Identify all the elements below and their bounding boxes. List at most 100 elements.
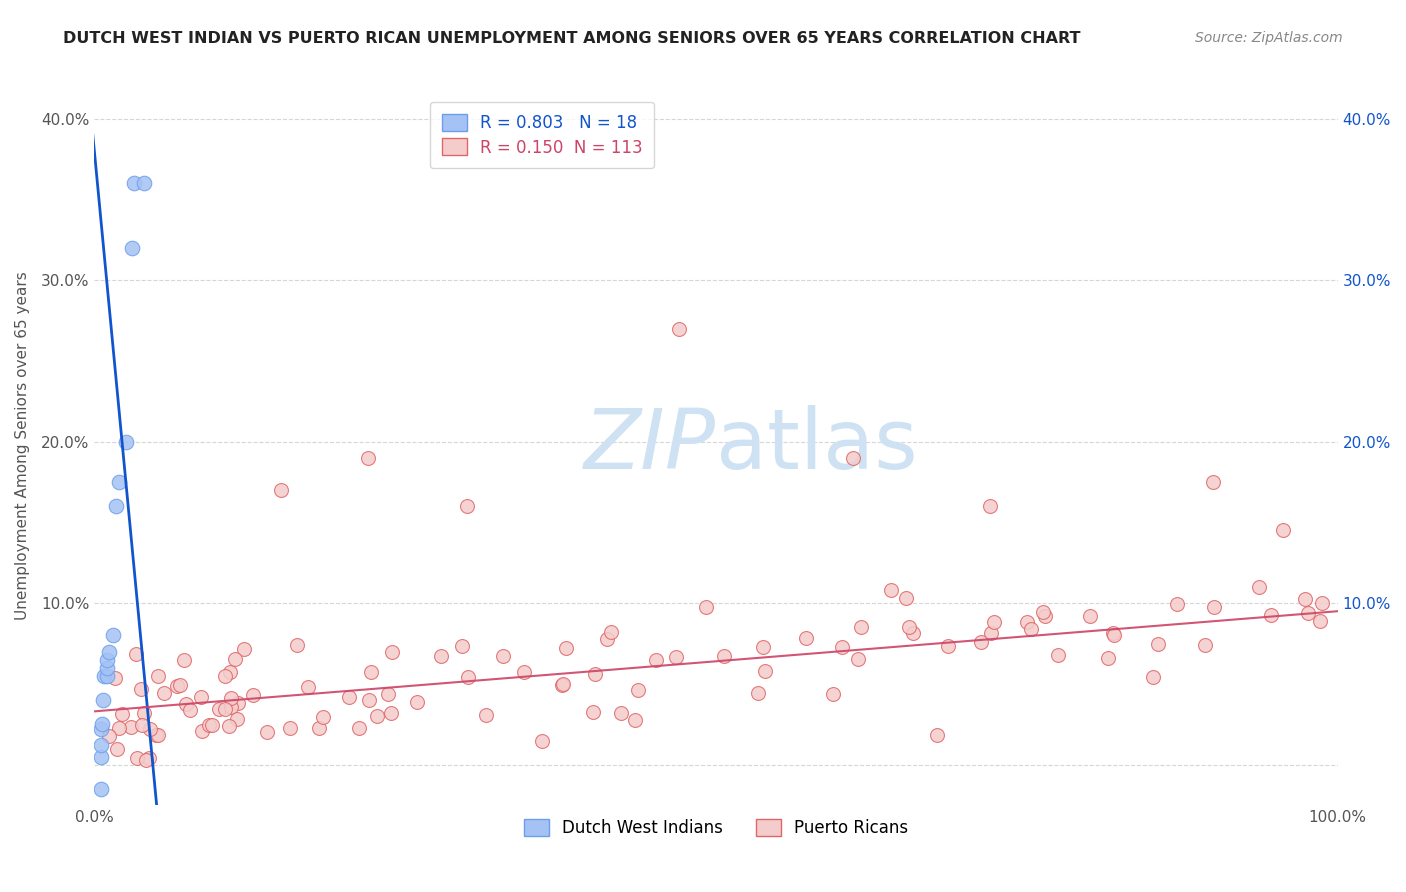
Point [1019, 622, 1042, 636]
Text: Source: ZipAtlas.com: Source: ZipAtlas.com [1195, 31, 1343, 45]
Point [96, 661, 118, 675]
Point [125, 647, 148, 661]
Y-axis label: Unemployment Among Seniors over 65 years: Unemployment Among Seniors over 65 years [15, 271, 30, 620]
Point [214, 669, 236, 683]
Point [201, 718, 224, 732]
Point [91, 693, 114, 707]
Point [979, 500, 1001, 514]
Point [1194, 638, 1216, 652]
Point [849, 619, 872, 633]
Point [1296, 606, 1319, 620]
Point [337, 690, 360, 705]
Point [1102, 628, 1125, 642]
Point [1015, 615, 1038, 630]
Point [173, 653, 195, 667]
Point [554, 641, 576, 656]
Point [623, 713, 645, 727]
Point [152, 686, 174, 700]
Point [627, 682, 650, 697]
Point [430, 648, 453, 663]
Point [190, 690, 212, 704]
Point [457, 670, 479, 684]
Point [174, 698, 197, 712]
Point [135, 752, 157, 766]
Point [610, 706, 633, 720]
Point [111, 706, 134, 721]
Point [983, 615, 1005, 629]
Point [218, 719, 240, 733]
Point [846, 652, 869, 666]
Point [221, 699, 243, 714]
Point [357, 693, 380, 707]
Point [1097, 650, 1119, 665]
Point [823, 687, 845, 701]
Point [347, 721, 370, 735]
Text: DUTCH WEST INDIAN VS PUERTO RICAN UNEMPLOYMENT AMONG SENIORS OVER 65 YEARS CORRE: DUTCH WEST INDIAN VS PUERTO RICAN UNEMPL… [63, 31, 1081, 46]
Point [668, 321, 690, 335]
Point [970, 635, 993, 649]
Point [896, 591, 918, 606]
Point [198, 718, 221, 732]
Point [513, 665, 536, 679]
Point [134, 706, 156, 720]
Point [842, 450, 865, 465]
Point [148, 669, 170, 683]
Point [179, 703, 201, 717]
Point [233, 642, 256, 657]
Point [1309, 614, 1331, 628]
Point [1078, 609, 1101, 624]
Point [285, 638, 308, 652]
Point [880, 582, 903, 597]
Point [1202, 475, 1225, 489]
Point [360, 665, 382, 679]
Point [1202, 600, 1225, 615]
Point [530, 733, 553, 747]
Point [127, 751, 149, 765]
Point [107, 721, 129, 735]
Point [138, 751, 160, 765]
Point [105, 742, 128, 756]
Point [134, 176, 156, 190]
Point [665, 650, 688, 665]
Point [121, 241, 143, 255]
Point [925, 727, 948, 741]
Point [93, 669, 115, 683]
Point [1247, 580, 1270, 594]
Point [1142, 670, 1164, 684]
Point [312, 710, 335, 724]
Point [120, 720, 142, 734]
Point [794, 632, 817, 646]
Point [219, 690, 242, 705]
Point [1032, 605, 1054, 619]
Point [214, 702, 236, 716]
Point [169, 678, 191, 692]
Point [474, 707, 496, 722]
Point [595, 632, 617, 647]
Point [366, 709, 388, 723]
Point [226, 696, 249, 710]
Text: ZIP: ZIP [583, 405, 716, 486]
Point [218, 665, 240, 680]
Point [242, 688, 264, 702]
Point [101, 628, 124, 642]
Point [831, 640, 853, 655]
Point [90, 717, 112, 731]
Point [599, 624, 621, 639]
Point [166, 679, 188, 693]
Point [270, 483, 292, 497]
Point [90, 781, 112, 796]
Point [644, 653, 666, 667]
Point [138, 723, 160, 737]
Point [456, 500, 478, 514]
Point [122, 176, 145, 190]
Point [96, 653, 118, 667]
Point [226, 712, 249, 726]
Point [747, 686, 769, 700]
Point [357, 450, 380, 465]
Point [695, 600, 717, 615]
Point [108, 475, 131, 489]
Point [492, 649, 515, 664]
Point [96, 669, 118, 683]
Point [1146, 637, 1168, 651]
Point [898, 620, 921, 634]
